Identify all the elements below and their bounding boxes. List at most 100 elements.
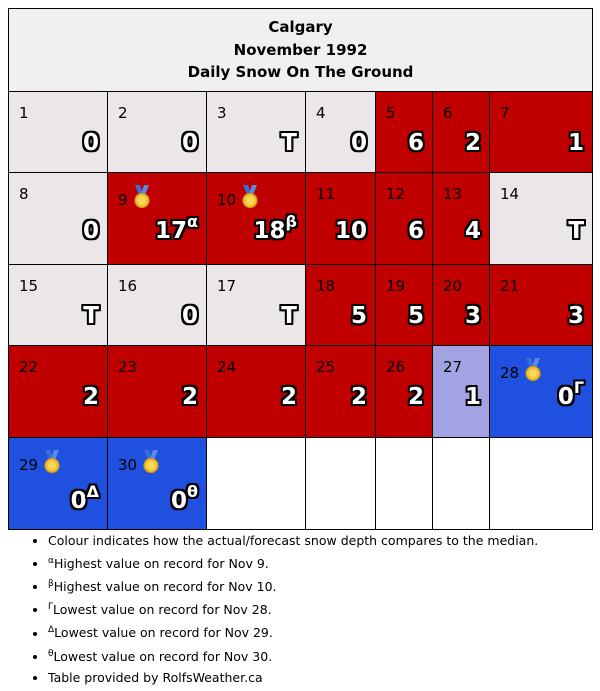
day-cell: 24 2 — [206, 345, 306, 438]
calendar-body: 1 0 2 0 3 T 4 0 5 6 6 2 7 1 8 0 9 17α 10 18β 11 10 12 6 13 4 14 T 15… — [8, 91, 594, 530]
day-cell: 16 0 — [107, 264, 207, 346]
month-title: November 1992 — [233, 40, 368, 59]
day-label: 3 — [217, 104, 227, 122]
day-label: 21 — [500, 277, 520, 295]
day-label: 18 — [316, 277, 336, 295]
snow-depth: 17 — [154, 218, 187, 244]
day-number: 6 — [443, 104, 453, 122]
snow-depth: 1 — [568, 130, 585, 156]
snow-depth: T — [83, 303, 99, 329]
day-cell: 19 5 — [375, 264, 433, 346]
snow-value: T — [281, 303, 297, 329]
day-cell: 28 0Γ — [488, 345, 594, 438]
snow-depth: 2 — [181, 384, 198, 410]
empty-cell — [488, 437, 594, 530]
snow-value: T — [83, 303, 99, 329]
day-label: 28 — [500, 364, 520, 382]
day-label: 8 — [19, 185, 29, 203]
snow-value: 0 — [182, 303, 198, 329]
snow-depth: 0 — [82, 130, 99, 156]
snow-value: 17α — [154, 212, 198, 244]
week-row: 22 2 23 2 24 2 25 2 26 2 27 1 28 0Γ — [8, 345, 594, 438]
snow-value: 3 — [568, 303, 584, 329]
snow-value: 2 — [83, 384, 99, 410]
day-label: 10 — [217, 191, 237, 209]
snow-depth: 4 — [464, 218, 481, 244]
day-label: 26 — [386, 358, 406, 376]
day-number: 17 — [217, 277, 236, 295]
empty-cell — [206, 437, 306, 530]
snow-value: 2 — [408, 384, 424, 410]
snow-value: 2 — [465, 130, 481, 156]
day-cell: 14 T — [488, 172, 594, 265]
snow-depth: 0 — [557, 384, 574, 410]
snow-depth: 18 — [253, 218, 286, 244]
snow-depth: T — [281, 130, 297, 156]
day-label: 13 — [443, 185, 463, 203]
footnote-text: Lowest value on record for Nov 30. — [53, 648, 273, 664]
footnote-marker: θ — [48, 648, 54, 659]
day-label: 7 — [500, 104, 510, 122]
snow-value: 5 — [351, 303, 367, 329]
snow-value: 0θ — [171, 482, 198, 514]
snow-value: 0 — [83, 218, 99, 244]
day-label: 14 — [500, 185, 520, 203]
snow-depth: 3 — [568, 303, 585, 329]
footnote: ΓLowest value on record for Nov 28. — [48, 597, 538, 620]
day-number: 27 — [443, 358, 462, 376]
snow-depth: 1 — [464, 384, 481, 410]
day-label: 1 — [19, 104, 29, 122]
week-row: 29 0Δ 30 0θ — [8, 437, 594, 530]
snow-value: 1 — [568, 130, 584, 156]
day-cell: 11 10 — [305, 172, 376, 265]
footnote-text: Lowest value on record for Nov 29. — [54, 625, 273, 641]
record-marker: Δ — [86, 482, 99, 501]
record-marker: θ — [187, 482, 198, 501]
day-number: 28 — [500, 358, 544, 382]
day-number: 7 — [500, 104, 510, 122]
footnote: βHighest value on record for Nov 10. — [48, 574, 538, 597]
snow-depth: 0 — [350, 130, 367, 156]
snow-value: 18β — [253, 212, 297, 244]
snow-depth: 0 — [70, 488, 87, 514]
snow-value: 0Δ — [70, 482, 99, 514]
day-label: 19 — [386, 277, 406, 295]
snow-depth: 0 — [181, 130, 198, 156]
day-label: 22 — [19, 358, 39, 376]
day-cell: 30 0θ — [107, 437, 207, 530]
snow-value: 6 — [408, 218, 424, 244]
snow-depth: 2 — [350, 384, 367, 410]
day-cell: 20 3 — [432, 264, 490, 346]
empty-cell — [305, 437, 376, 530]
day-number: 15 — [19, 277, 38, 295]
day-label: 17 — [217, 277, 237, 295]
medal-icon — [140, 450, 162, 474]
week-row: 15 T 16 0 17 T 18 5 19 5 20 3 21 3 — [8, 264, 594, 346]
footnote-marker: β — [48, 579, 54, 590]
day-cell: 26 2 — [375, 345, 433, 438]
snow-depth: 0 — [82, 218, 99, 244]
day-cell: 18 5 — [305, 264, 376, 346]
snow-value: 3 — [465, 303, 481, 329]
footnote-text: Table provided by RolfsWeather.ca — [48, 669, 263, 685]
snow-value: 4 — [465, 218, 481, 244]
medal-icon — [41, 450, 63, 474]
record-marker: α — [187, 212, 198, 231]
day-label: 27 — [443, 358, 463, 376]
day-label: 6 — [443, 104, 453, 122]
day-cell: 29 0Δ — [8, 437, 108, 530]
snow-depth: T — [568, 218, 585, 244]
day-label: 2 — [118, 104, 128, 122]
day-number: 19 — [386, 277, 405, 295]
footnote: Colour indicates how the actual/forecast… — [48, 530, 538, 551]
snow-value: 5 — [408, 303, 424, 329]
footnotes-list: Colour indicates how the actual/forecast… — [24, 530, 538, 688]
snow-value: 1 — [465, 384, 481, 410]
snow-value: T — [281, 130, 297, 156]
